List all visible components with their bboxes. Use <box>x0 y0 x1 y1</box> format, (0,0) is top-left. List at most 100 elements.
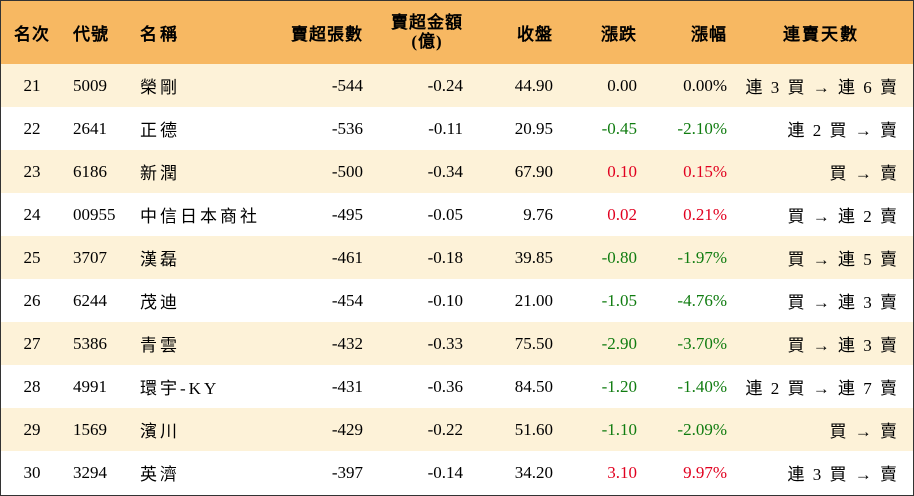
header-net-sell-amount[interactable]: 賣超金額 (億) <box>379 1 479 64</box>
cell-close-price: 34.20 <box>479 451 569 494</box>
cell-price-change-pct: -1.97% <box>653 236 743 279</box>
table-row[interactable]: 26 6244 茂迪 -454 -0.10 21.00 -1.05 -4.76%… <box>1 279 913 322</box>
table-row[interactable]: 27 5386 青雲 -432 -0.33 75.50 -2.90 -3.70%… <box>1 322 913 365</box>
table-body: 21 5009 榮剛 -544 -0.24 44.90 0.00 0.00% 連… <box>1 64 913 494</box>
cell-close-price: 67.90 <box>479 150 569 193</box>
table-row[interactable]: 28 4991 環宇-KY -431 -0.36 84.50 -1.20 -1.… <box>1 365 913 408</box>
table-row[interactable]: 22 2641 正德 -536 -0.11 20.95 -0.45 -2.10%… <box>1 107 913 150</box>
cell-stock-name[interactable]: 茂迪 <box>134 279 279 322</box>
cell-price-change: -0.45 <box>569 107 653 150</box>
table-row[interactable]: 21 5009 榮剛 -544 -0.24 44.90 0.00 0.00% 連… <box>1 64 913 107</box>
table-row[interactable]: 25 3707 漢磊 -461 -0.18 39.85 -0.80 -1.97%… <box>1 236 913 279</box>
cell-net-sell-shares: -544 <box>279 64 379 107</box>
cell-price-change: -1.10 <box>569 408 653 451</box>
cell-stock-code[interactable]: 1569 <box>63 408 134 451</box>
cell-rank: 27 <box>1 322 63 365</box>
cell-rank: 25 <box>1 236 63 279</box>
cell-stock-code[interactable]: 6186 <box>63 150 134 193</box>
header-change[interactable]: 漲跌 <box>569 1 653 64</box>
cell-price-change-pct: -1.40% <box>653 365 743 408</box>
cell-rank: 29 <box>1 408 63 451</box>
cell-stock-name[interactable]: 正德 <box>134 107 279 150</box>
cell-net-sell-amount: -0.22 <box>379 408 479 451</box>
cell-stock-name[interactable]: 漢磊 <box>134 236 279 279</box>
header-name[interactable]: 名稱 <box>134 1 279 64</box>
cell-net-sell-shares: -536 <box>279 107 379 150</box>
cell-net-sell-amount: -0.10 <box>379 279 479 322</box>
cell-close-price: 20.95 <box>479 107 569 150</box>
cell-stock-name[interactable]: 青雲 <box>134 322 279 365</box>
cell-close-price: 39.85 <box>479 236 569 279</box>
cell-streak: 連 2 買 → 賣 <box>743 107 913 150</box>
header-change-pct[interactable]: 漲幅 <box>653 1 743 64</box>
cell-streak: 買 → 賣 <box>743 408 913 451</box>
cell-stock-name[interactable]: 中信日本商社 <box>134 193 279 236</box>
table-header-row: 名次 代號 名稱 賣超張數 賣超金額 (億) 收盤 漲跌 漲幅 連賣天數 <box>1 1 913 64</box>
cell-price-change: 0.10 <box>569 150 653 193</box>
cell-net-sell-amount: -0.18 <box>379 236 479 279</box>
cell-streak: 買 → 連 2 賣 <box>743 193 913 236</box>
cell-net-sell-shares: -495 <box>279 193 379 236</box>
cell-rank: 22 <box>1 107 63 150</box>
cell-close-price: 44.90 <box>479 64 569 107</box>
table-row[interactable]: 30 3294 英濟 -397 -0.14 34.20 3.10 9.97% 連… <box>1 451 913 494</box>
cell-price-change: -0.80 <box>569 236 653 279</box>
cell-stock-code[interactable]: 00955 <box>63 193 134 236</box>
cell-price-change-pct: 0.15% <box>653 150 743 193</box>
cell-stock-code[interactable]: 4991 <box>63 365 134 408</box>
cell-close-price: 21.00 <box>479 279 569 322</box>
cell-stock-name[interactable]: 濱川 <box>134 408 279 451</box>
header-close[interactable]: 收盤 <box>479 1 569 64</box>
header-rank[interactable]: 名次 <box>1 1 63 64</box>
cell-net-sell-shares: -454 <box>279 279 379 322</box>
cell-net-sell-shares: -429 <box>279 408 379 451</box>
cell-close-price: 75.50 <box>479 322 569 365</box>
cell-streak: 連 3 買 → 賣 <box>743 451 913 494</box>
cell-net-sell-shares: -432 <box>279 322 379 365</box>
cell-net-sell-shares: -431 <box>279 365 379 408</box>
cell-price-change: -1.20 <box>569 365 653 408</box>
table-row[interactable]: 24 00955 中信日本商社 -495 -0.05 9.76 0.02 0.2… <box>1 193 913 236</box>
cell-close-price: 84.50 <box>479 365 569 408</box>
cell-net-sell-shares: -397 <box>279 451 379 494</box>
cell-stock-code[interactable]: 3707 <box>63 236 134 279</box>
cell-stock-code[interactable]: 6244 <box>63 279 134 322</box>
header-code[interactable]: 代號 <box>63 1 134 64</box>
cell-streak: 連 2 買 → 連 7 賣 <box>743 365 913 408</box>
cell-net-sell-amount: -0.34 <box>379 150 479 193</box>
cell-stock-code[interactable]: 3294 <box>63 451 134 494</box>
cell-close-price: 51.60 <box>479 408 569 451</box>
cell-rank: 21 <box>1 64 63 107</box>
cell-price-change: -1.05 <box>569 279 653 322</box>
header-net-sell-amount-label: 賣超金額 <box>391 13 463 32</box>
cell-stock-code[interactable]: 5386 <box>63 322 134 365</box>
cell-stock-code[interactable]: 5009 <box>63 64 134 107</box>
cell-stock-code[interactable]: 2641 <box>63 107 134 150</box>
cell-price-change: 0.02 <box>569 193 653 236</box>
cell-close-price: 9.76 <box>479 193 569 236</box>
cell-price-change-pct: 9.97% <box>653 451 743 494</box>
cell-rank: 26 <box>1 279 63 322</box>
cell-rank: 24 <box>1 193 63 236</box>
cell-price-change: -2.90 <box>569 322 653 365</box>
cell-stock-name[interactable]: 榮剛 <box>134 64 279 107</box>
cell-net-sell-amount: -0.05 <box>379 193 479 236</box>
table-row[interactable]: 29 1569 濱川 -429 -0.22 51.60 -1.10 -2.09%… <box>1 408 913 451</box>
cell-stock-name[interactable]: 新潤 <box>134 150 279 193</box>
cell-price-change: 0.00 <box>569 64 653 107</box>
table-row[interactable]: 23 6186 新潤 -500 -0.34 67.90 0.10 0.15% 買… <box>1 150 913 193</box>
header-net-sell-shares[interactable]: 賣超張數 <box>279 1 379 64</box>
cell-streak: 買 → 賣 <box>743 150 913 193</box>
cell-price-change-pct: 0.21% <box>653 193 743 236</box>
cell-stock-name[interactable]: 環宇-KY <box>134 365 279 408</box>
cell-rank: 28 <box>1 365 63 408</box>
cell-net-sell-amount: -0.11 <box>379 107 479 150</box>
cell-price-change-pct: -3.70% <box>653 322 743 365</box>
cell-streak: 買 → 連 3 賣 <box>743 279 913 322</box>
cell-rank: 23 <box>1 150 63 193</box>
cell-price-change-pct: 0.00% <box>653 64 743 107</box>
header-streak[interactable]: 連賣天數 <box>743 1 913 64</box>
cell-stock-name[interactable]: 英濟 <box>134 451 279 494</box>
